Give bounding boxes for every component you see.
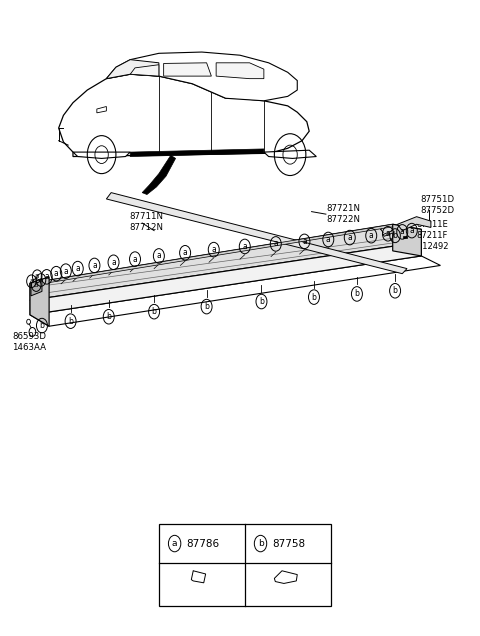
Text: b: b — [312, 293, 316, 301]
Text: a: a — [54, 269, 59, 278]
Polygon shape — [130, 149, 264, 156]
Text: a: a — [274, 239, 278, 249]
Text: a: a — [44, 272, 49, 281]
Text: 87211E
87211F
  12492: 87211E 87211F 12492 — [417, 220, 448, 251]
Polygon shape — [73, 152, 130, 158]
Text: a: a — [35, 273, 39, 279]
Text: 87786: 87786 — [187, 539, 220, 549]
Polygon shape — [59, 74, 309, 156]
Text: b: b — [393, 231, 397, 240]
Text: b: b — [204, 302, 209, 311]
Text: a: a — [302, 237, 307, 246]
Text: a: a — [369, 231, 373, 240]
Polygon shape — [107, 60, 159, 79]
Text: a: a — [242, 242, 247, 251]
Text: b: b — [152, 307, 156, 316]
Text: 86593D
1463AA: 86593D 1463AA — [12, 332, 46, 352]
Text: a: a — [75, 264, 80, 273]
Polygon shape — [142, 155, 176, 195]
Polygon shape — [383, 231, 394, 237]
Text: 87721N
87722N: 87721N 87722N — [327, 204, 361, 225]
Text: b: b — [68, 317, 73, 326]
Text: b: b — [107, 312, 111, 321]
Polygon shape — [30, 225, 393, 286]
Text: a: a — [132, 254, 137, 263]
Text: 87711N
87712N: 87711N 87712N — [129, 212, 163, 232]
Polygon shape — [30, 242, 421, 315]
Text: 87758: 87758 — [273, 539, 306, 549]
Text: b: b — [355, 289, 360, 298]
Text: b: b — [39, 321, 44, 330]
Polygon shape — [216, 63, 264, 79]
Polygon shape — [264, 150, 316, 158]
Polygon shape — [107, 52, 297, 100]
Polygon shape — [393, 225, 421, 256]
Polygon shape — [192, 570, 205, 583]
Polygon shape — [403, 236, 407, 238]
Text: a: a — [34, 282, 38, 288]
Text: a: a — [111, 258, 116, 266]
Text: a: a — [326, 235, 331, 244]
Polygon shape — [30, 256, 441, 326]
Text: a: a — [400, 228, 405, 237]
Polygon shape — [30, 225, 421, 300]
Text: 87751D
87752D: 87751D 87752D — [420, 195, 455, 216]
Text: b: b — [259, 297, 264, 306]
Text: a: a — [172, 539, 178, 548]
Text: a: a — [156, 251, 161, 261]
Polygon shape — [275, 570, 297, 583]
Text: a: a — [39, 277, 43, 283]
Text: a: a — [211, 245, 216, 254]
Text: a: a — [348, 233, 352, 242]
Text: a: a — [409, 226, 414, 235]
Polygon shape — [397, 217, 431, 231]
Text: a: a — [63, 266, 68, 275]
Text: a: a — [385, 230, 390, 238]
Polygon shape — [31, 279, 42, 296]
Text: a: a — [183, 248, 188, 258]
Text: b: b — [258, 539, 264, 548]
Polygon shape — [107, 193, 407, 273]
Polygon shape — [97, 106, 107, 113]
Polygon shape — [130, 65, 159, 76]
Text: a: a — [29, 279, 34, 284]
Text: b: b — [393, 286, 397, 295]
Polygon shape — [30, 277, 49, 326]
Text: a: a — [92, 261, 97, 270]
Polygon shape — [164, 63, 211, 76]
